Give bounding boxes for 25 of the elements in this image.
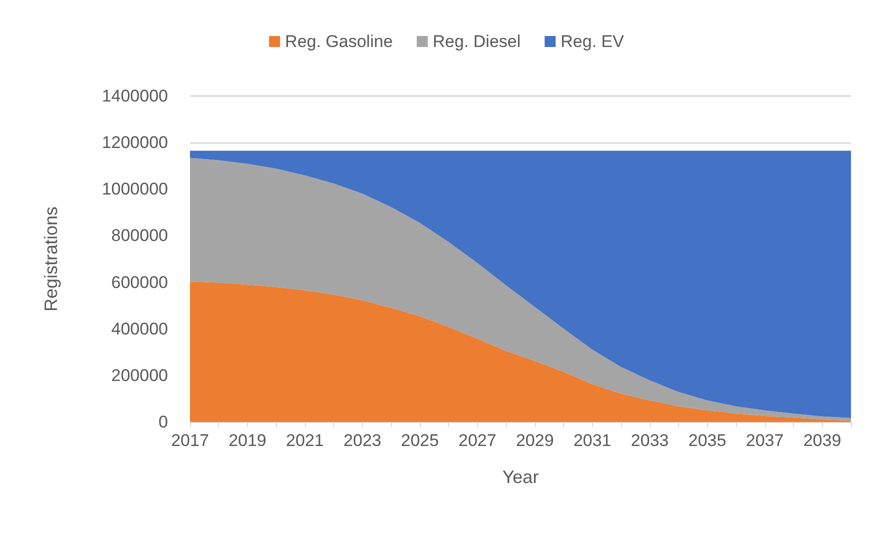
x-tick-label: 2037 — [746, 431, 784, 450]
x-tick-label: 2023 — [344, 431, 382, 450]
legend-label: Reg. Diesel — [432, 32, 521, 51]
x-tick-label: 2021 — [286, 431, 324, 450]
y-tick-label: 400000 — [111, 319, 168, 338]
x-tick-label: 2033 — [630, 431, 669, 450]
legend-label: Reg. Gasoline — [285, 32, 393, 51]
x-tick-label: 2039 — [803, 431, 842, 450]
y-tick-label: 1200000 — [102, 133, 168, 152]
y-tick-label: 800000 — [111, 226, 168, 246]
x-axis-title: Year — [502, 467, 539, 487]
x-tick-label: 2031 — [573, 431, 612, 450]
y-tick-label: 0 — [158, 412, 168, 432]
y-tick-label: 600000 — [111, 272, 168, 292]
x-tick-label: 2019 — [228, 431, 266, 450]
y-tick-label: 1400000 — [102, 86, 168, 106]
x-tick-label: 2027 — [458, 431, 496, 450]
x-tick-label: 2035 — [688, 431, 726, 450]
y-tick-label: 1000000 — [102, 180, 168, 199]
y-tick-label: 200000 — [111, 366, 168, 385]
y-axis-title: Registrations — [41, 206, 61, 312]
legend-label: Reg. EV — [560, 32, 625, 51]
x-tick-label: 2029 — [516, 431, 554, 450]
x-tick-label: 2025 — [401, 431, 439, 450]
x-tick-label: 2017 — [171, 431, 209, 450]
